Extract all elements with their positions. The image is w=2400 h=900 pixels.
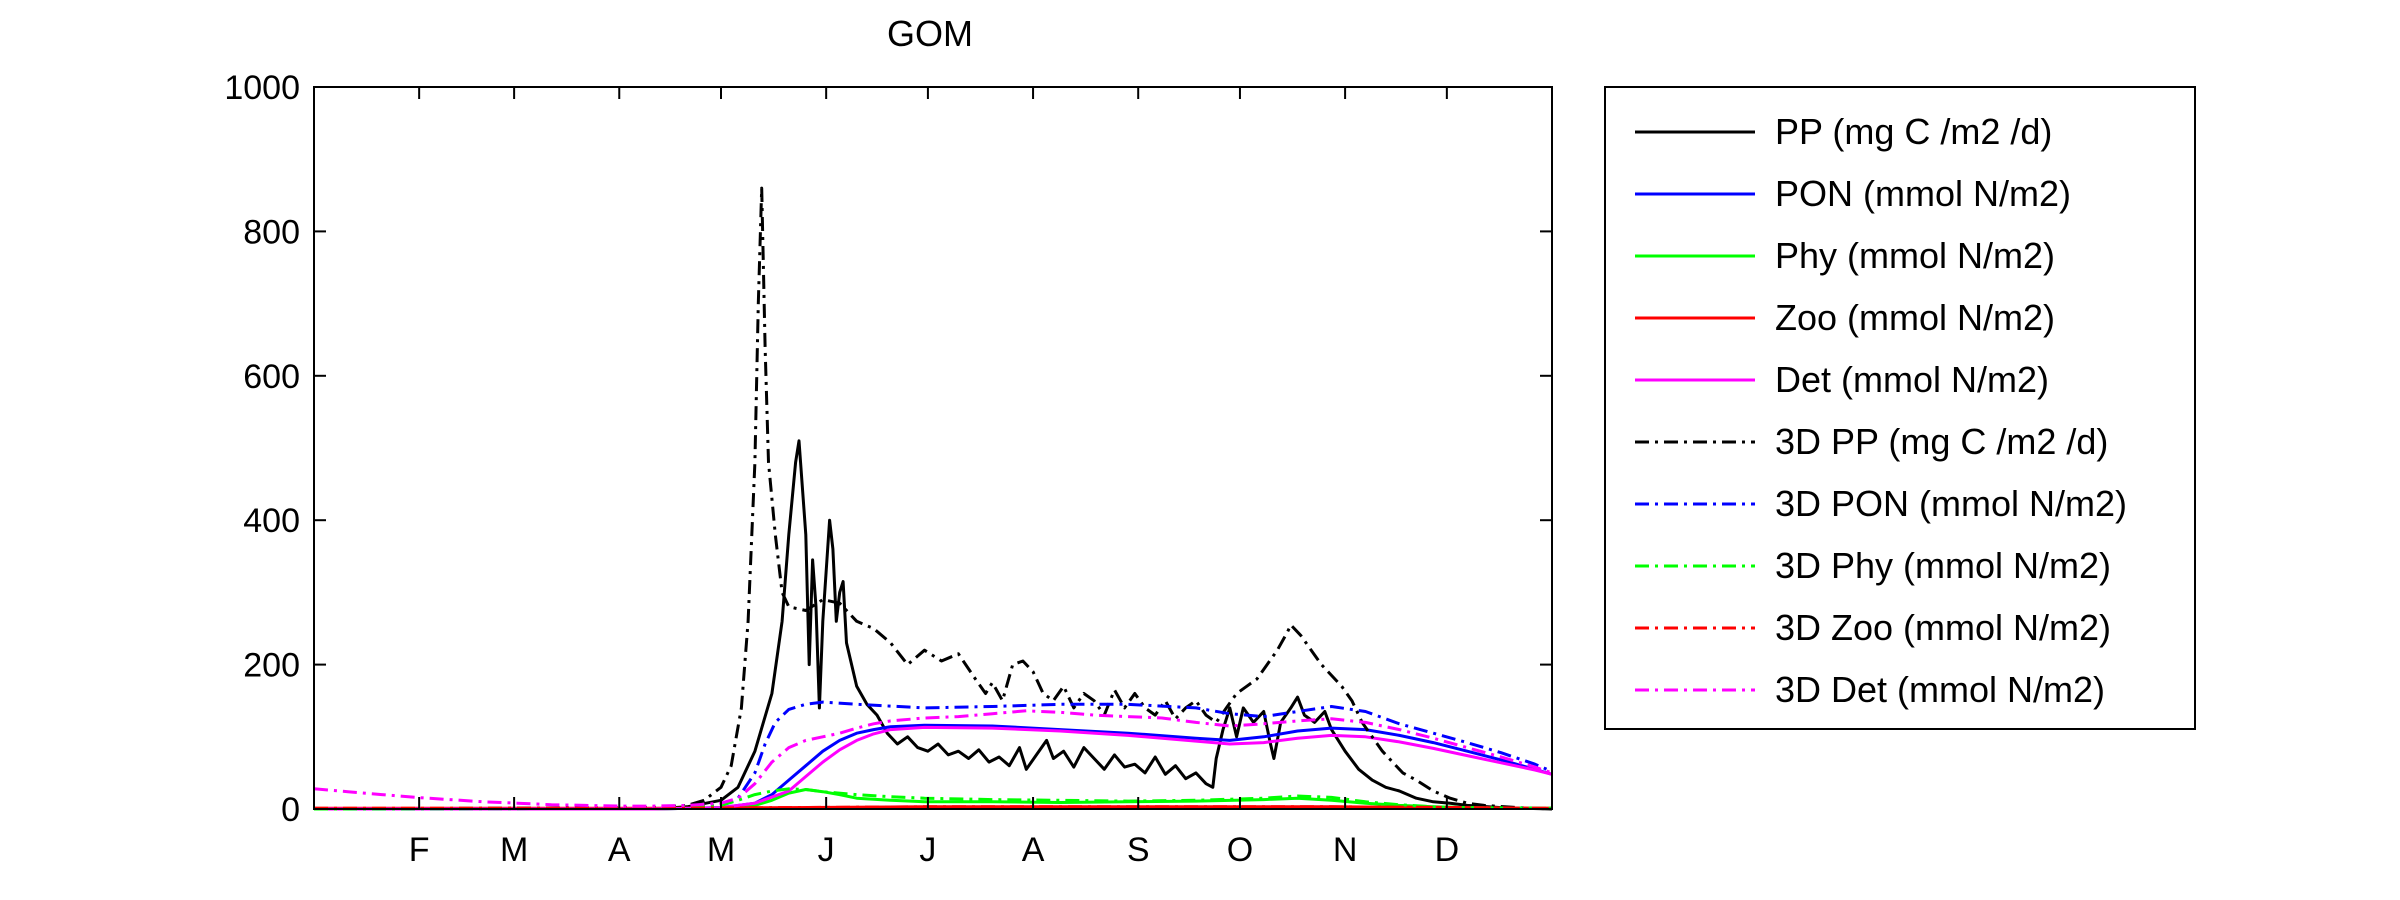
legend-label-3: Phy (mmol N/m2) [1775,235,2055,276]
series-line-7 [313,700,1553,811]
x-tick-label: D [1435,831,1460,869]
x-tick-label: M [500,831,528,869]
x-tick-label: J [919,831,936,869]
legend-label-10: 3D Det (mmol N/m2) [1775,669,2105,710]
y-tick-label: 0 [281,791,300,829]
legend-label-6: 3D PP (mg C /m2 /d) [1775,421,2108,462]
legend-label-4: Zoo (mmol N/m2) [1775,297,2055,338]
legend-label-9: 3D Zoo (mmol N/m2) [1775,607,2111,648]
y-tick-label: 1000 [224,69,300,107]
y-tick-label: 400 [243,502,300,540]
legend-label-8: 3D Phy (mmol N/m2) [1775,545,2111,586]
x-tick-label: N [1333,831,1358,869]
x-tick-label: J [818,831,835,869]
y-tick-label: 600 [243,358,300,396]
x-tick-label: F [409,831,430,869]
x-tick-label: A [1022,831,1045,869]
x-tick-label: S [1127,831,1150,869]
plot-frame [313,86,1553,810]
y-tick-label: 200 [243,647,300,685]
series-line-8 [313,787,1553,811]
legend-label-5: Det (mmol N/m2) [1775,359,2049,400]
y-tick-label: 800 [243,213,300,251]
series-line-5 [314,725,1553,811]
x-tick-label: O [1227,831,1253,869]
x-tick-label: M [707,831,735,869]
legend: PP (mg C /m2 /d) PON (mmol N/m2) Phy (mmol… [1604,86,2196,730]
chart-title: GOM [887,13,973,54]
x-tick-label: A [608,831,631,869]
legend-label-7: 3D PON (mmol N/m2) [1775,483,2127,524]
legend-label-2: PON (mmol N/m2) [1775,173,2071,214]
legend-label-1: PP (mg C /m2 /d) [1775,111,2052,152]
series-line-2 [314,723,1553,811]
series-line-6 [313,186,1553,811]
legend-items: PP (mg C /m2 /d) PON (mmol N/m2) Phy (mmol… [1635,111,2127,710]
series-line-10 [313,709,1553,808]
tick-layer: 0 200 400 600 800 1000 F M A M J J A S O N D [224,69,1552,869]
series-line-1 [314,439,1553,811]
series-line-3 [314,788,1553,811]
